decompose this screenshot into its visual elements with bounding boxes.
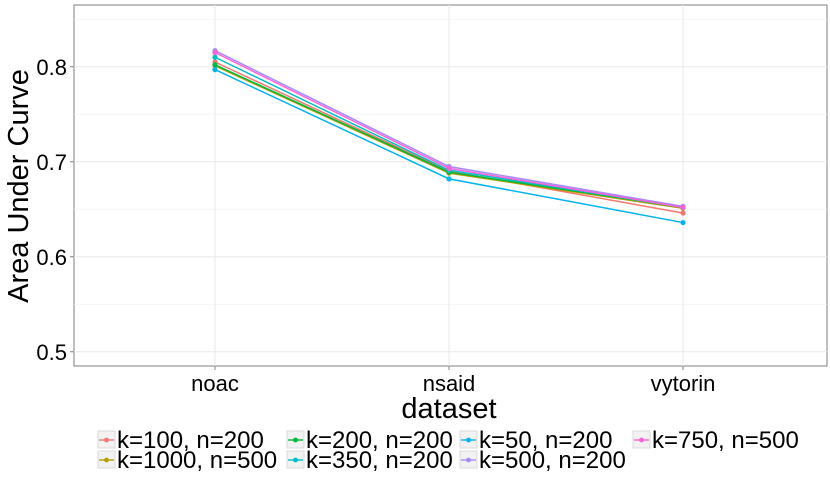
legend-key-point bbox=[293, 437, 298, 443]
legend-label: k=50, n=200 bbox=[479, 427, 612, 454]
legend-entry: k=100, n=200 bbox=[97, 427, 264, 454]
series-group bbox=[212, 67, 686, 226]
legend-label: k=750, n=500 bbox=[652, 427, 799, 454]
x-axis-ticks: noac nsaid vytorin bbox=[191, 366, 715, 396]
legend-entry: k=750, n=500 bbox=[632, 427, 799, 454]
plot-panel bbox=[73, 4, 828, 367]
x-axis-title: dataset bbox=[401, 393, 496, 425]
gridlines bbox=[74, 5, 827, 366]
legend-label: k=1000, n=500 bbox=[117, 447, 277, 474]
data-point bbox=[680, 210, 686, 216]
y-tick-label: 0.6 bbox=[36, 245, 67, 270]
data-point bbox=[212, 54, 218, 60]
data-point bbox=[212, 49, 218, 56]
legend-label: k=100, n=200 bbox=[117, 427, 264, 454]
legend-label: k=350, n=200 bbox=[306, 447, 453, 474]
legend-label: k=500, n=200 bbox=[479, 447, 626, 474]
legend-key-point bbox=[293, 457, 298, 463]
legend-entry: k=50, n=200 bbox=[459, 427, 612, 454]
data-point bbox=[212, 62, 218, 68]
y-tick-label: 0.5 bbox=[36, 340, 67, 365]
legend-key-point bbox=[639, 437, 644, 443]
y-tick-label: 0.7 bbox=[36, 150, 67, 175]
legend-entry: k=200, n=200 bbox=[286, 427, 453, 454]
y-tick-label: 0.8 bbox=[36, 55, 67, 80]
x-tick-label: vytorin bbox=[651, 371, 716, 396]
data-point bbox=[212, 67, 218, 73]
legend-entry: k=350, n=200 bbox=[286, 447, 453, 474]
series-lines bbox=[212, 48, 686, 226]
legend-key-point bbox=[104, 437, 109, 443]
data-point bbox=[446, 176, 452, 182]
y-axis-ticks: 0.5 0.6 0.7 0.8 bbox=[36, 55, 74, 365]
legend-key-point bbox=[466, 437, 471, 443]
data-point bbox=[680, 204, 686, 210]
legend-label: k=200, n=200 bbox=[306, 427, 453, 454]
plot-background bbox=[73, 4, 828, 367]
legend-entry: k=500, n=200 bbox=[459, 447, 626, 474]
legend-entry: k=1000, n=500 bbox=[97, 447, 277, 474]
x-tick-label: noac bbox=[191, 371, 239, 396]
series-group bbox=[212, 49, 686, 210]
legend-key-point bbox=[104, 457, 109, 463]
x-tick-label: nsaid bbox=[423, 371, 476, 396]
data-point bbox=[680, 219, 686, 226]
legend-key-point bbox=[466, 457, 471, 463]
data-point bbox=[446, 165, 452, 171]
y-axis-title: Area Under Curve bbox=[3, 69, 35, 303]
